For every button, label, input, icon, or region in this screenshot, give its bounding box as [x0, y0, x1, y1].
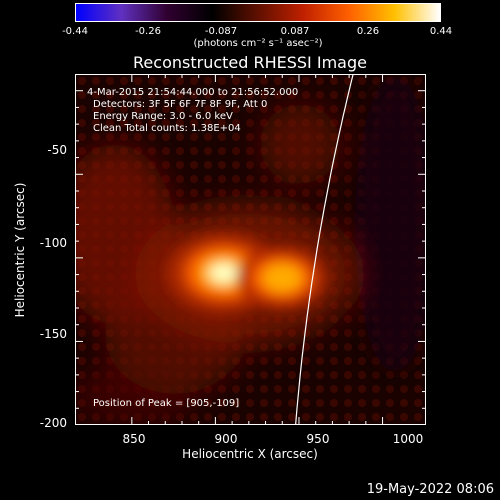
colorbar-tick: 0.087: [280, 26, 310, 37]
colorbar-tick: -0.087: [204, 26, 238, 37]
x-tick-label: 850: [122, 432, 146, 446]
axis-ticks: [75, 74, 426, 425]
energy-range-text: Energy Range: 3.0 - 6.0 keV: [93, 111, 233, 122]
image-plot: 4-Mar-2015 21:54:44.000 to 21:56:52.000 …: [75, 74, 426, 425]
footer-date: 19-May-2022 08:06: [366, 482, 494, 497]
plot-frame: [75, 74, 426, 425]
clean-info-text: Clean Total counts: 1.38E+04: [93, 123, 241, 134]
plot-title: Reconstructed RHESSI Image: [133, 53, 367, 72]
flare-sources: [166, 232, 328, 314]
flare-source-1: [262, 263, 303, 292]
solar-limb-line: [295, 74, 354, 425]
y-axis-label: Heliocentric Y (arcsec): [13, 182, 27, 318]
colorbar: [75, 3, 441, 22]
y-tick-label: -100: [39, 236, 67, 250]
colorbar-tick: 0.44: [429, 26, 453, 37]
x-axis-label: Heliocentric X (arcsec): [182, 447, 318, 461]
x-tick-label: 950: [306, 432, 330, 446]
colorbar-tick: 0.26: [356, 26, 380, 37]
colorbar-unit-label: (photons cm⁻² s⁻¹ asec⁻²): [193, 38, 323, 49]
detectors-text: Detectors: 3F 5F 6F 7F 8F 9F, Att 0: [93, 99, 268, 110]
time-range-text: 4-Mar-2015 21:54:44.000 to 21:56:52.000: [87, 87, 299, 98]
x-tick-label: 1000: [392, 432, 424, 446]
peak-position-text: Position of Peak = [905,-109]: [93, 398, 240, 409]
y-tick-label: -50: [47, 143, 67, 157]
colorbar-tick: -0.26: [135, 26, 161, 37]
colorbar-tick: -0.44: [62, 26, 88, 37]
heatmap-image: [75, 74, 426, 425]
y-tick-label: -200: [39, 416, 67, 430]
x-tick-label: 900: [214, 432, 238, 446]
y-tick-label: -150: [39, 327, 67, 341]
flare-source-0: [209, 262, 239, 284]
